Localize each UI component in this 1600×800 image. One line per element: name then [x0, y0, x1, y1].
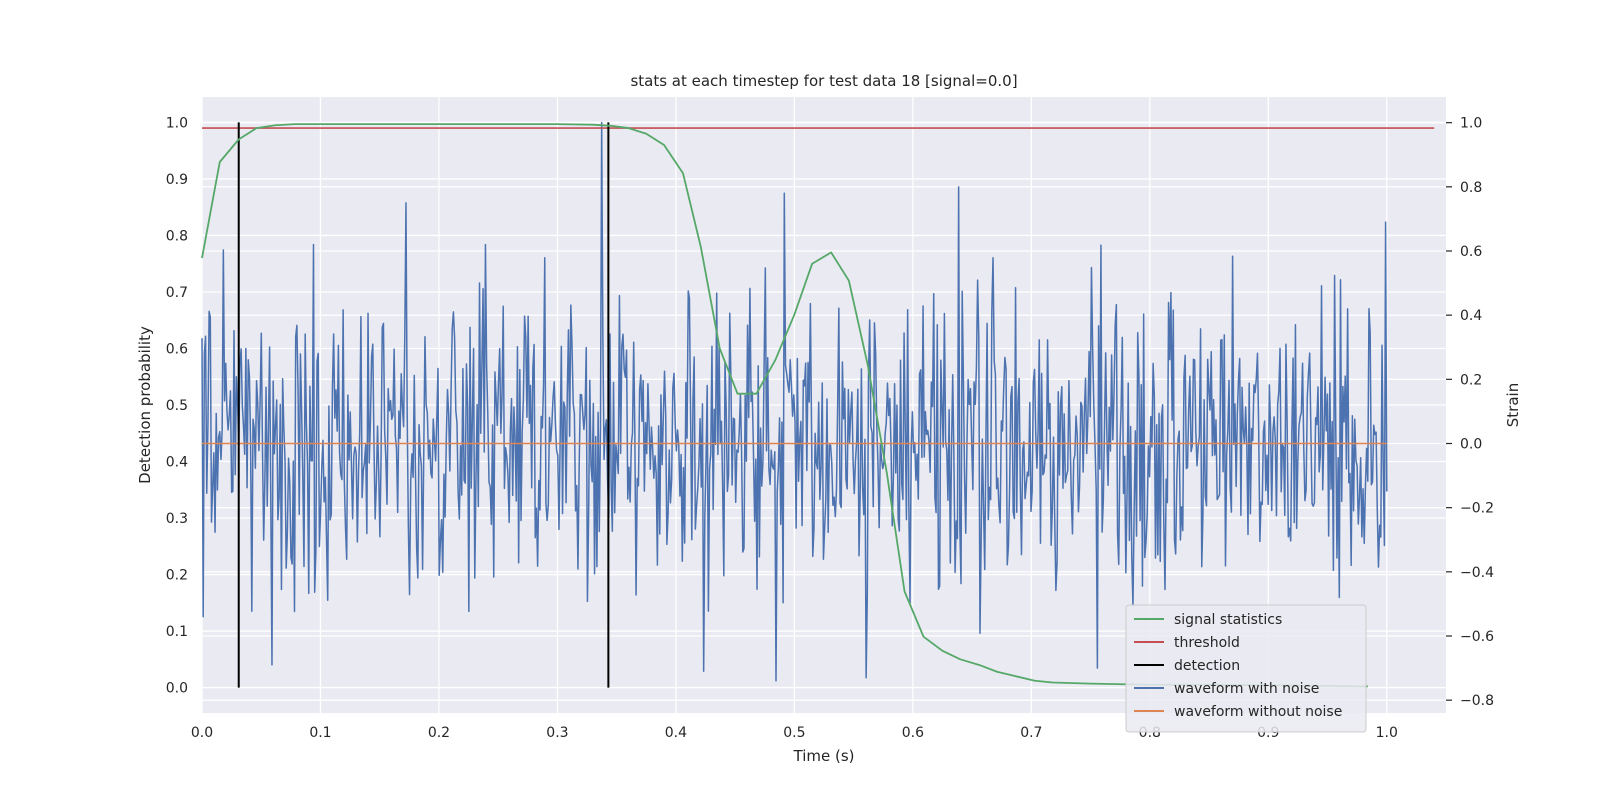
left-y-axis: 0.0 0.1 0.2 0.3 0.4 0.5 0.6 0.7 0.8 0.9 1.0 [166, 115, 188, 696]
x-tick-label: 1.0 [1376, 725, 1398, 741]
x-axis: 0.0 0.1 0.2 0.3 0.4 0.5 0.6 0.7 0.8 0.9 1.0 [191, 725, 1398, 741]
legend-label: signal statistics [1174, 612, 1282, 628]
legend-label: waveform without noise [1174, 704, 1342, 720]
chart-title: stats at each timestep for test data 18 … [630, 72, 1017, 90]
y-right-tick-label: 0.8 [1460, 180, 1482, 196]
y-left-tick-label: 1.0 [166, 115, 188, 131]
y-axis-label-left: Detection probability [136, 326, 154, 484]
y-right-tick-label: 1.0 [1460, 116, 1482, 132]
x-tick-label: 0.1 [309, 725, 331, 741]
series-signal-statistics [201, 123, 1368, 688]
x-tick-label: 0.0 [191, 725, 213, 741]
series-layer [201, 121, 1435, 688]
y-axis-label-right: Strain [1504, 383, 1522, 427]
y-left-tick-label: 0.6 [166, 341, 188, 357]
x-axis-label: Time (s) [793, 747, 855, 765]
x-tick-label: 0.7 [1020, 725, 1042, 741]
y-left-tick-label: 0.0 [166, 681, 188, 697]
y-right-tick-label: 0.0 [1460, 437, 1482, 453]
x-tick-label: 0.4 [665, 725, 687, 741]
y-right-tick-label: 0.6 [1460, 244, 1482, 260]
x-tick-label: 0.6 [902, 725, 924, 741]
y-left-tick-label: 0.5 [166, 398, 188, 414]
y-left-tick-label: 0.1 [166, 624, 188, 640]
y-right-tick-label: 0.4 [1460, 308, 1482, 324]
y-right-tick-label: −0.2 [1460, 501, 1494, 517]
y-right-tick-label: −0.6 [1460, 629, 1494, 645]
legend-box [1125, 604, 1367, 733]
y-left-tick-label: 0.9 [166, 172, 188, 188]
y-right-tick-label: 0.2 [1460, 372, 1482, 388]
y-left-tick-label: 0.8 [166, 228, 188, 244]
y-right-tick-label: −0.8 [1460, 693, 1494, 709]
series-waveform-with-noise [201, 121, 1388, 682]
y-left-tick-label: 0.7 [166, 285, 188, 301]
x-tick-label: 0.3 [546, 725, 568, 741]
y-left-tick-label: 0.2 [166, 568, 188, 584]
legend-label: waveform with noise [1174, 681, 1319, 697]
y-right-tick-label: −0.4 [1460, 565, 1494, 581]
legend-label: threshold [1174, 635, 1240, 651]
right-y-axis: −0.8 −0.6 −0.4 −0.2 0.0 0.2 0.4 0.6 0.8 1.0 [1446, 116, 1494, 709]
legend-label: detection [1174, 658, 1240, 674]
x-tick-label: 0.2 [428, 725, 450, 741]
grid [201, 97, 1446, 713]
legend: signal statistics threshold detection wavef… [1125, 604, 1367, 733]
y-left-tick-label: 0.4 [166, 455, 188, 471]
x-tick-label: 0.5 [783, 725, 805, 741]
y-left-tick-label: 0.3 [166, 511, 188, 527]
